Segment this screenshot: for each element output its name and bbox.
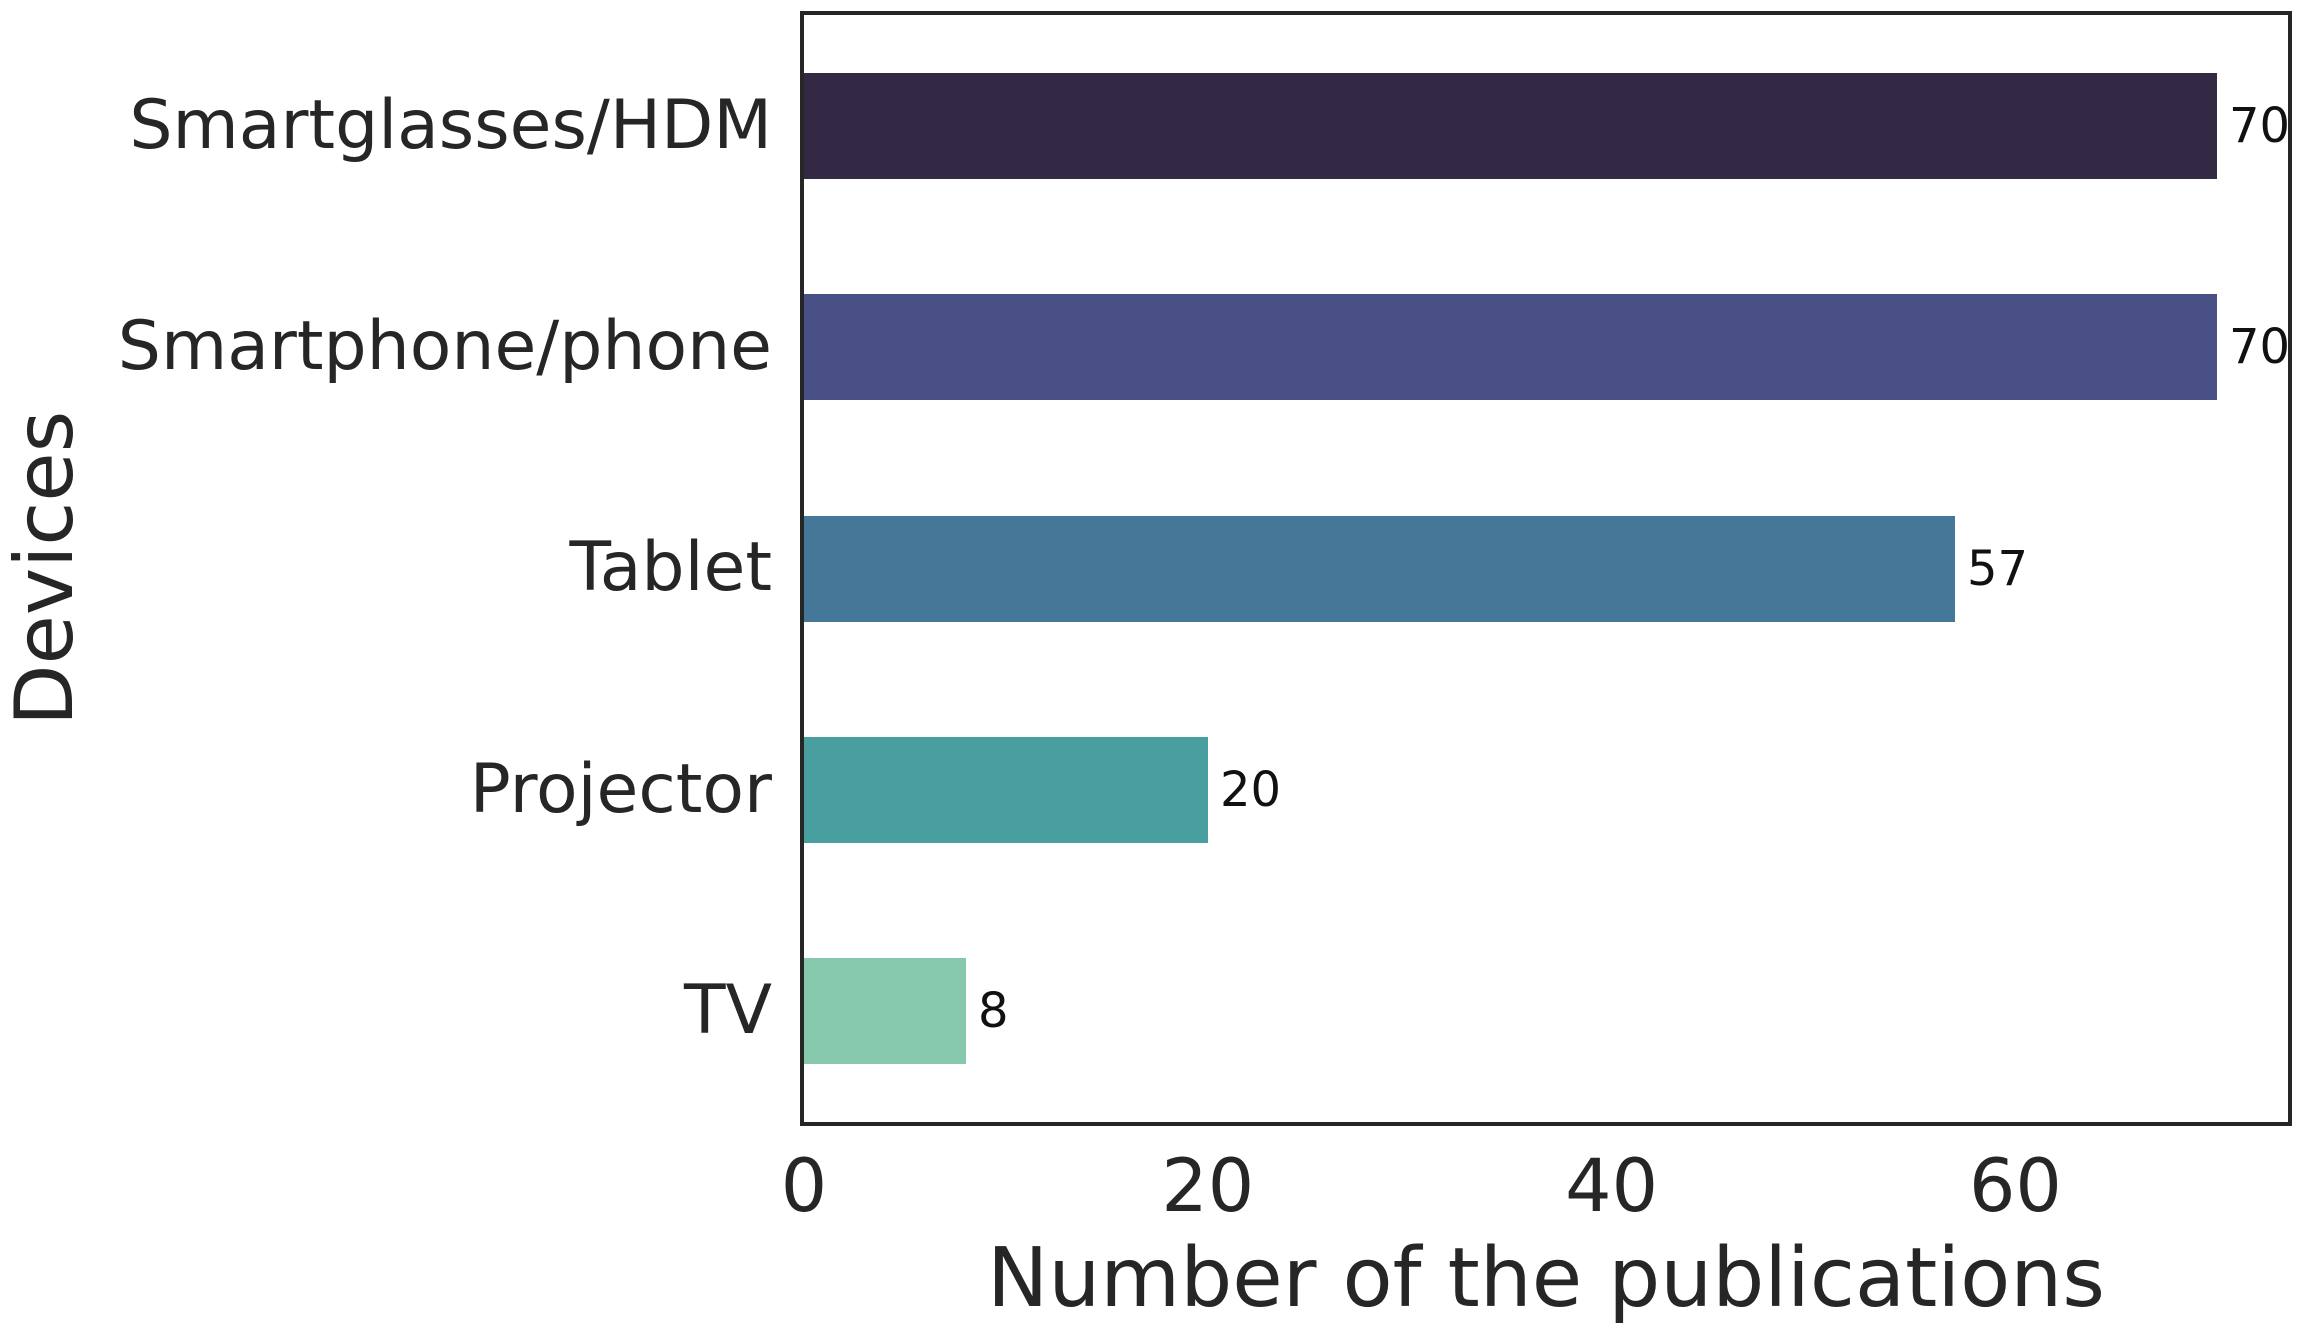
bar-value-label: 70 [2229,97,2291,154]
x-tick-label: 0 [780,1144,828,1229]
x-tick-label: 20 [1161,1144,1255,1229]
x-axis-label: Number of the publications [987,1231,2105,1326]
bar-value-label: 57 [1967,540,2029,597]
bar-value-label: 8 [978,983,1009,1040]
bar-value-label: 20 [1220,761,1282,818]
bar-2 [804,515,1955,622]
category-label: Tablet [569,528,772,608]
x-tick-label: 60 [1968,1144,2062,1229]
bar-0 [804,72,2217,179]
bar-value-label: 70 [2229,319,2291,376]
bar-3 [804,736,1208,843]
bar-1 [804,294,2217,401]
category-label: Smartphone/phone [117,307,772,387]
category-label: TV [683,971,772,1051]
bar-4 [804,958,966,1065]
category-label: Smartglasses/HDM [129,85,772,165]
category-label: Projector [469,749,772,829]
x-tick-label: 40 [1565,1144,1659,1229]
